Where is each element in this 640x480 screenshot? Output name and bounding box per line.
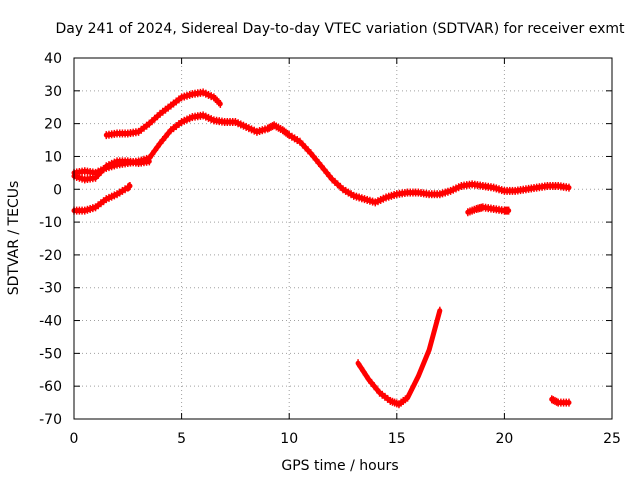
chart-title: Day 241 of 2024, Sidereal Day-to-day VTE… (56, 21, 626, 37)
x-tick-label: 5 (177, 431, 186, 447)
y-tick-label: -10 (39, 215, 62, 231)
y-tick-label: -60 (39, 379, 62, 395)
y-axis-title: SDTVAR / TECUs (6, 181, 22, 296)
ticks: 0 5 10 15 20 25 40 30 20 10 0 -10 -20 -30 -40 -50 -60 -70 (39, 51, 621, 447)
y-tick-label: 0 (53, 182, 62, 198)
series-track-g (549, 395, 572, 407)
y-tick-label: 20 (44, 117, 62, 133)
series-track-d (71, 181, 133, 215)
x-tick-label: 10 (280, 431, 298, 447)
y-tick-label: -20 (39, 248, 62, 264)
series-group (71, 88, 572, 409)
plot-frame (73, 57, 613, 420)
x-tick-label: 25 (603, 431, 621, 447)
series-track-f (355, 306, 443, 409)
grid (74, 58, 612, 419)
y-tick-label: -70 (39, 412, 62, 428)
y-tick-label: 30 (44, 84, 62, 100)
y-tick-label: 10 (44, 149, 62, 165)
series-track-b (103, 88, 223, 140)
y-tick-label: 40 (44, 51, 62, 67)
y-tick-label: -30 (39, 281, 62, 297)
x-tick-label: 0 (70, 431, 79, 447)
series-line (71, 112, 572, 205)
y-tick-label: -50 (39, 346, 62, 362)
y-tick-label: -40 (39, 314, 62, 330)
x-tick-label: 15 (388, 431, 406, 447)
x-axis-title: GPS time / hours (281, 458, 398, 474)
series-line (355, 308, 443, 407)
x-tick-label: 20 (495, 431, 513, 447)
series-track-e (465, 203, 512, 217)
